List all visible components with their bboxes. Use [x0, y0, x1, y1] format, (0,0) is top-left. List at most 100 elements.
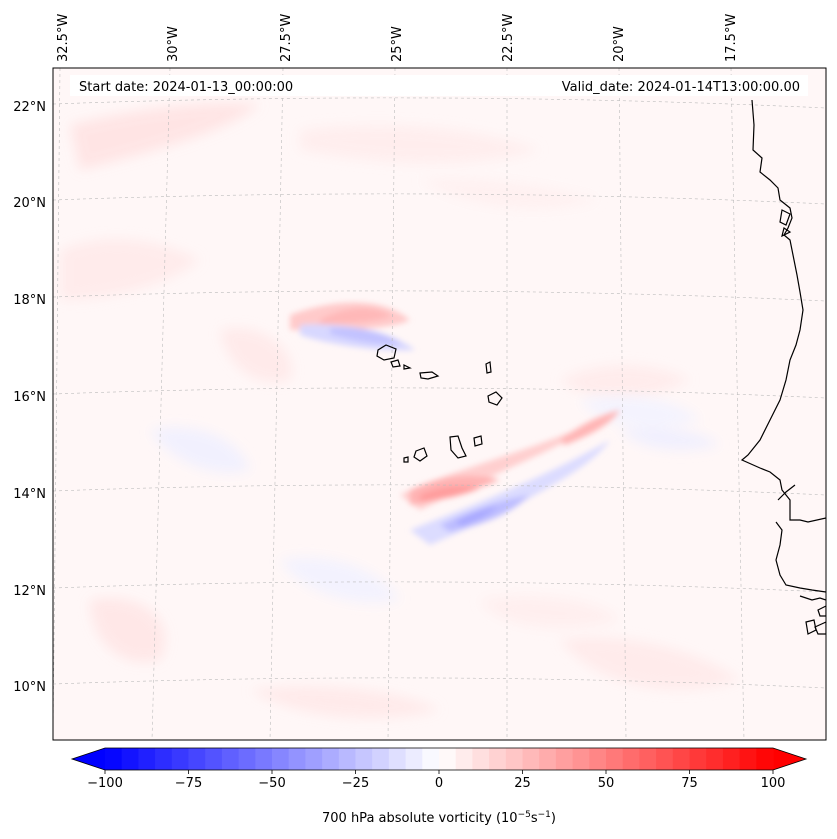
colorbar-tick-label: 75	[681, 776, 698, 791]
colorbar-tick-label: 50	[598, 776, 615, 791]
africa-coastline	[740, 99, 826, 523]
parallel-10n	[53, 677, 826, 689]
lat-label-22n: 22°N	[13, 100, 46, 115]
coast-detail	[777, 484, 796, 501]
colorbar-cell	[355, 748, 373, 770]
colorbar-cell	[622, 748, 640, 770]
parallel-14n	[53, 484, 826, 496]
colorbar-cell	[155, 748, 173, 770]
lat-label-20n: 20°N	[13, 196, 46, 211]
colorbar-cell	[272, 748, 290, 770]
colorbar-cell	[238, 748, 256, 770]
map-panel: Start date: 2024-01-13_00:00:00 Valid_da…	[52, 67, 827, 741]
colorbar-cell	[105, 748, 123, 770]
colorbar-cell	[372, 748, 390, 770]
colorbar-tick-label: −25	[342, 776, 369, 791]
parallel-22n	[53, 97, 826, 109]
longitude-labels: 32.5°W 30°W 27.5°W 25°W 22.5°W 20°W 17.5…	[56, 14, 739, 62]
meridian-25w	[387, 68, 396, 740]
island-santiago	[449, 435, 467, 459]
lon-label-25w: 25°W	[390, 26, 405, 62]
colorbar-cell	[639, 748, 657, 770]
colorbar-label: 700 hPa absolute vorticity (10−5s−1)	[322, 810, 556, 826]
lat-label-14n: 14°N	[13, 487, 46, 502]
coast-islet	[781, 227, 792, 238]
meridian-20w	[618, 68, 627, 740]
vorticity-field	[60, 103, 740, 719]
map-background	[53, 68, 826, 740]
island-santa-luzia	[403, 364, 412, 370]
meridian-17-5w	[730, 68, 745, 740]
colorbar-ticks: −100 −75 −50 −25 0 25 50 75 100	[87, 770, 785, 791]
colorbar-cell	[739, 748, 757, 770]
island-santo-antao	[376, 344, 397, 361]
colorbar-tick-label: −50	[258, 776, 285, 791]
colorbar-cell	[672, 748, 691, 770]
colorbar-cell	[322, 748, 340, 770]
colorbar-cell	[405, 748, 423, 770]
colorbar-cell	[555, 748, 574, 770]
colorbar-cell	[188, 748, 206, 770]
colorbar-tick-label: 25	[514, 776, 531, 791]
colorbar-high-extend	[773, 748, 806, 770]
colorbar-cell	[171, 748, 190, 770]
lon-label-32-5w: 32.5°W	[56, 14, 71, 62]
colorbar-cells	[105, 748, 774, 770]
colorbar-cell	[439, 748, 457, 770]
colorbar-cell	[338, 748, 357, 770]
parallel-12n	[53, 581, 826, 593]
lon-label-17-5w: 17.5°W	[724, 14, 739, 62]
colorbar-cell	[606, 748, 624, 770]
lat-label-10n: 10°N	[13, 680, 46, 695]
guinea-coast	[775, 521, 826, 593]
bissagos-island	[814, 621, 826, 635]
colorbar-cell	[489, 748, 507, 770]
colorbar-cell	[656, 748, 674, 770]
colorbar: −100 −75 −50 −25 0 25 50 75 100 700 hPa absolute…	[70, 747, 808, 826]
island-sal	[485, 361, 492, 374]
colorbar-cell	[539, 748, 557, 770]
colorbar-tick-label: −75	[175, 776, 202, 791]
colorbar-cell	[522, 748, 540, 770]
colorbar-cell	[288, 748, 306, 770]
colorbar-cell	[422, 748, 440, 770]
lon-label-27-5w: 27.5°W	[279, 14, 294, 62]
colorbar-cell	[388, 748, 407, 770]
island-boa-vista	[487, 391, 503, 406]
lat-label-16n: 16°N	[13, 390, 46, 405]
colorbar-cell	[472, 748, 490, 770]
lon-label-30w: 30°W	[166, 26, 181, 62]
colorbar-cell	[756, 748, 774, 770]
lon-label-20w: 20°W	[612, 26, 627, 62]
colorbar-cell	[706, 748, 724, 770]
parallel-20n	[53, 193, 826, 205]
start-date-label: Start date: 2024-01-13_00:00:00	[79, 80, 293, 95]
meridian-27-5w	[269, 68, 284, 740]
lat-label-12n: 12°N	[13, 584, 46, 599]
colorbar-cell	[689, 748, 707, 770]
island-sao-vicente	[390, 359, 401, 368]
coastlines	[376, 99, 826, 635]
colorbar-tick-label: −100	[87, 776, 123, 791]
colorbar-cell	[305, 748, 323, 770]
map-frame	[52, 67, 827, 741]
guinea-coast-2	[799, 595, 826, 601]
colorbar-tick-label: 0	[435, 776, 443, 791]
lat-label-18n: 18°N	[13, 293, 46, 308]
colorbar-cell	[205, 748, 223, 770]
colorbar-cell	[221, 748, 240, 770]
island-maio	[473, 435, 483, 447]
colorbar-cell	[722, 748, 741, 770]
colorbar-cell	[505, 748, 524, 770]
meridian-32-5w	[53, 68, 61, 740]
date-banner	[70, 75, 808, 96]
colorbar-cell	[455, 748, 473, 770]
colorbar-tick-label: 100	[761, 776, 786, 791]
colorbar-low-extend	[72, 748, 105, 770]
colorbar-cell	[138, 748, 156, 770]
colorbar-cell	[121, 748, 139, 770]
parallel-18n	[53, 290, 826, 302]
island-brava	[403, 456, 409, 463]
island-fogo	[413, 447, 428, 462]
